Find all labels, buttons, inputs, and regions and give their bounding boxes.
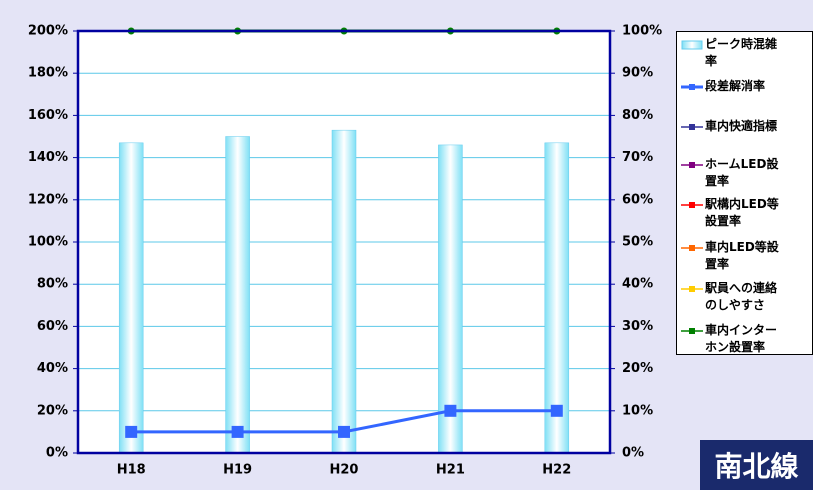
legend-label: ピーク時混雑率	[705, 37, 778, 68]
y-tick-label: 40%	[37, 361, 68, 376]
marker	[231, 425, 244, 438]
marker	[444, 404, 457, 417]
line-badge: 南北線	[700, 440, 813, 490]
legend-icon	[681, 245, 703, 251]
legend-label: 車内LED等設置率	[705, 240, 779, 271]
y-tick-label: 140%	[28, 150, 68, 165]
legend-marker	[689, 162, 695, 168]
y-tick-label: 0%	[46, 446, 68, 461]
legend-item: ホームLED設置率	[681, 156, 811, 190]
legend: ピーク時混雑率段差解消率車内快適指標ホームLED設置率 駅構内LED等設置率 車内L…	[676, 31, 813, 355]
y2-tick-label: 20%	[622, 361, 653, 376]
legend-icon	[681, 40, 703, 50]
y-tick-label: 20%	[37, 403, 68, 418]
legend-marker	[689, 328, 695, 334]
legend-swatch	[681, 40, 703, 50]
legend-marker	[689, 245, 695, 251]
legend-icon	[681, 84, 703, 90]
legend-item: 車内快適指標	[681, 118, 811, 135]
legend-item: ピーク時混雑率	[681, 36, 811, 70]
x-tick-label: H20	[330, 463, 359, 478]
bar	[225, 136, 250, 454]
legend-icon	[681, 286, 703, 292]
legend-label: 段差解消率	[705, 79, 766, 93]
legend-label: 車内インターホン設置率	[705, 323, 778, 354]
y-tick-label: 160%	[28, 108, 68, 123]
y-tick-label: 100%	[28, 235, 68, 250]
marker	[338, 425, 350, 438]
bar	[118, 142, 144, 454]
legend-marker	[689, 202, 695, 208]
legend-label: 駅員への連絡のしやすさ	[705, 281, 778, 312]
y2-tick-label: 40%	[622, 277, 653, 292]
legend-item: 車内LED等設置率	[681, 239, 811, 273]
legend-item: 駅構内LED等設置率	[681, 196, 811, 230]
y2-tick-label: 80%	[622, 108, 653, 123]
y2-tick-label: 50%	[622, 235, 653, 250]
x-tick-label: H21	[436, 463, 465, 478]
y-tick-label: 120%	[28, 192, 68, 207]
y-tick-label: 80%	[37, 277, 68, 292]
y2-tick-label: 90%	[622, 66, 653, 81]
legend-item: 車内インターホン設置率	[681, 322, 811, 356]
plot-border	[76, 29, 612, 455]
legend-icon	[681, 328, 703, 334]
legend-icon	[681, 162, 703, 168]
y-tick-label: 60%	[37, 319, 68, 334]
legend-marker	[689, 84, 695, 90]
x-tick-label: H18	[117, 463, 146, 478]
y-tick-label: 200%	[28, 24, 68, 39]
x-tick-label: H22	[542, 463, 571, 478]
x-tick-label: H19	[223, 463, 252, 478]
y-tick-label: 180%	[28, 66, 68, 81]
legend-label: ホームLED設置率	[705, 157, 779, 188]
y2-tick-label: 70%	[622, 150, 653, 165]
bar	[544, 142, 570, 454]
y2-tick-label: 10%	[622, 403, 653, 418]
bar	[438, 144, 463, 454]
legend-marker	[689, 286, 695, 292]
legend-item: 段差解消率	[681, 78, 811, 95]
y2-tick-label: 0%	[622, 446, 644, 461]
legend-icon	[681, 124, 703, 130]
legend-item: 駅員への連絡のしやすさ	[681, 280, 811, 314]
legend-icon	[681, 202, 703, 208]
marker	[125, 425, 138, 438]
y2-tick-label: 60%	[622, 192, 653, 207]
y2-tick-label: 100%	[622, 24, 662, 39]
marker	[550, 404, 563, 417]
legend-marker	[689, 124, 695, 130]
legend-label: 駅構内LED等設置率	[705, 197, 779, 228]
legend-label: 車内快適指標	[705, 119, 778, 133]
bar	[331, 129, 357, 454]
y2-tick-label: 30%	[622, 319, 653, 334]
